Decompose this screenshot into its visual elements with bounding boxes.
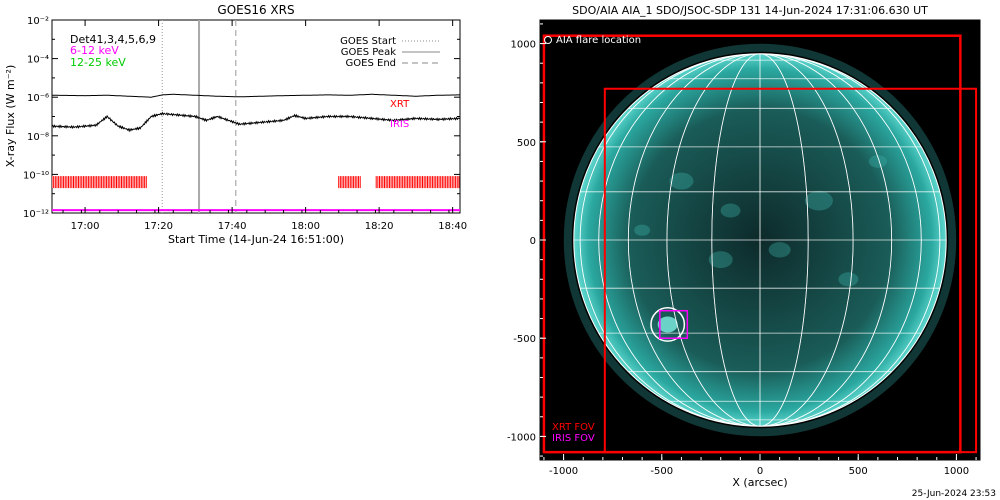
x-tick-label: 0 [757,466,763,477]
y-tick-label: 10⁻⁶ [27,93,49,104]
active-region [768,242,791,258]
longitude-line [711,53,809,427]
active-region [720,203,741,218]
label-iris: IRIS [390,119,409,130]
flare-bright-region [657,316,678,333]
y-tick-label: 10⁻⁴ [27,55,49,66]
x-tick-label: 17:40 [218,221,247,232]
longitude-line [627,53,893,427]
iris-fov-label: IRIS FOV [552,433,595,444]
solar-corona [563,43,957,437]
y-tick-label: 10⁻² [27,16,49,27]
iris-fov-box [659,309,689,339]
channel-label-6-12: 6-12 keV [70,44,119,57]
y-tick-label: -1000 [507,432,536,443]
legend-goes-peak: GOES Peak [341,47,396,58]
active-region [634,224,651,236]
y-tick-label: 0 [530,236,536,247]
series-line-1 [52,111,460,133]
solar-limb [573,53,947,427]
active-region [868,155,887,168]
series-line-0 [52,93,460,98]
active-region [669,172,694,190]
longitude-line [598,53,922,427]
active-region [838,272,859,287]
right-title: SDO/AIA AIA_1 SDO/JSOC-SDP 131 14-Jun-20… [572,4,928,17]
left-y-axis-label: X-ray Flux (W m⁻²) [4,65,17,167]
x-tick-label: 18:00 [291,221,320,232]
x-tick-label: 17:00 [71,221,100,232]
footer-timestamp: 25-Jun-2024 23:53 [912,489,996,499]
y-tick-label: 500 [517,138,536,149]
active-region [804,190,833,211]
y-tick-label: 10⁻¹² [23,209,49,220]
legend-goes-start: GOES Start [340,36,396,47]
legend-goes-end: GOES End [346,58,396,69]
y-tick-label: 10⁻⁸ [27,132,49,143]
longitude-line [666,53,854,427]
xrt-fov-label: XRT FOV [552,422,595,433]
x-tick-label: 1000 [944,466,969,477]
left-title: GOES16 XRS [217,3,294,17]
flare-location-circle [650,307,686,342]
x-tick-label: 18:20 [365,221,394,232]
channel-label-det: Det41,3,4,5,6,9 [70,33,156,46]
x-tick-label: -500 [650,466,673,477]
channel-label-12-25: 12-25 keV [70,56,126,69]
xrt-fov-box [603,87,978,454]
solar-features [634,155,887,333]
heliographic-grid [573,53,947,427]
left-x-axis-label: Start Time (14-Jun-24 16:51:00) [168,233,344,246]
longitude-line [579,53,941,427]
x-tick-label: 17:20 [144,221,173,232]
y-tick-label: 1000 [511,40,536,51]
goes-xrs-chart: GOES16 XRS 10⁻¹² 10⁻¹⁰ 10⁻⁸ 10⁻⁶ 10⁻⁴ 10⁻² 17:… [4,3,467,246]
x-tick-label: -1000 [549,466,578,477]
x-tick-label: 18:40 [438,221,467,232]
right-x-axis-label: X (arcsec) [732,476,787,489]
active-region [708,251,733,269]
y-tick-label: 10⁻¹⁰ [23,170,49,181]
y-tick-label: -500 [513,334,536,345]
flare-location-legend-symbol [544,36,552,44]
aia-image-panel: SDO/AIA AIA_1 SDO/JSOC-SDP 131 14-Jun-20… [507,4,981,489]
flare-location-legend: AIA flare location [556,35,641,46]
label-xrt: XRT [390,99,410,110]
x-tick-label: 500 [849,466,868,477]
